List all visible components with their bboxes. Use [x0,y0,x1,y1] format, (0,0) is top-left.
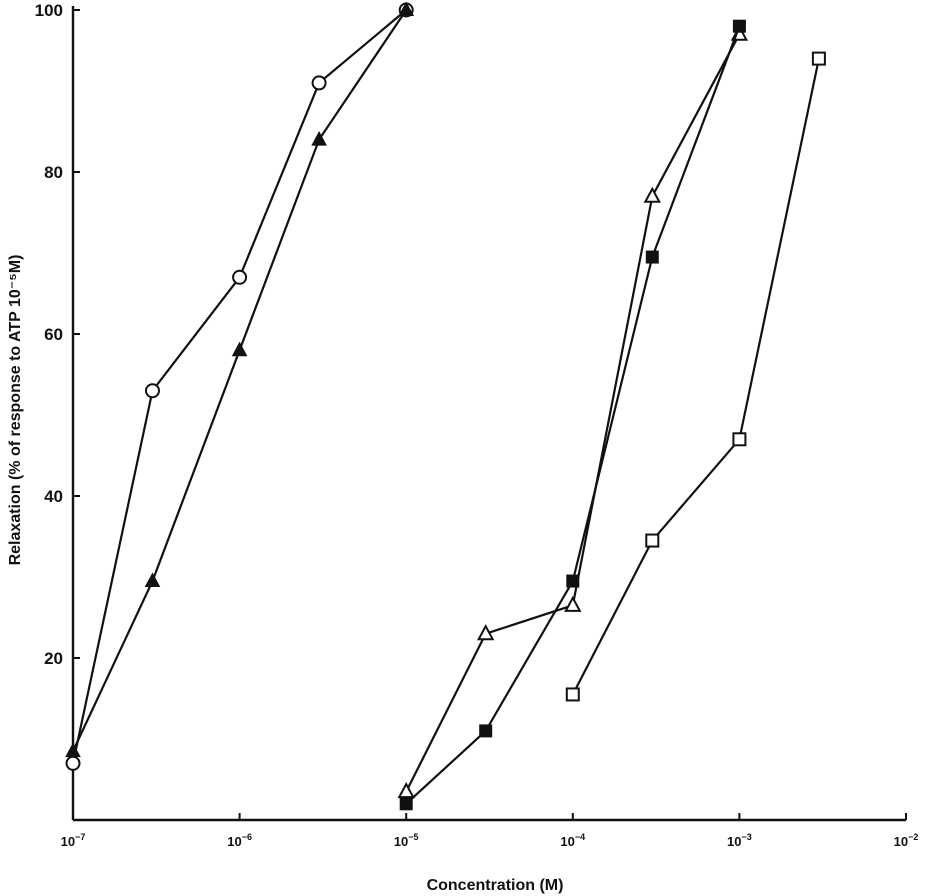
data-point-open-circle [232,269,248,285]
x-tick-label: 10−2 [894,832,919,849]
series-open-triangle [397,24,749,799]
data-point-filled-square [399,797,413,811]
y-tick-label: 100 [35,1,63,20]
series-line-open-circle [71,9,407,764]
data-point-filled-square [566,574,580,588]
y-tick-label: 80 [44,163,63,182]
x-tick-label: 10−3 [727,832,752,849]
data-point-filled-triangle [65,742,81,758]
data-point-open-circle [311,75,327,91]
data-point-filled-square [645,250,659,264]
series-filled-square [399,19,746,811]
data-point-open-square [565,687,580,702]
y-axis-label: Relaxation (% of response to ATP 10⁻⁵M) [7,255,24,566]
data-point-open-triangle [643,186,661,203]
data-point-open-square [811,51,826,66]
x-tick-label: 10−5 [394,832,419,849]
data-point-open-square [732,432,747,447]
x-axis-label: Concentration (M) [427,877,564,894]
data-point-filled-triangle [231,341,248,357]
series-line-filled-square [405,25,741,805]
data-point-open-triangle [564,595,582,612]
series-line-filled-triangle [72,9,408,752]
data-point-open-triangle [397,782,415,799]
series-filled-triangle [65,1,415,758]
series-layer [65,1,826,811]
data-point-filled-square [732,19,746,33]
series-open-square [565,51,826,702]
series-line-open-triangle [405,33,741,793]
data-point-open-circle [65,755,81,771]
data-point-filled-triangle [398,1,415,16]
x-tick-label: 10−6 [227,832,252,849]
ticks-layer: 20 40 60 80 100 10−7 10−6 10−5 10−4 10−3 10−2 [35,1,919,849]
series-line-open-square [571,58,820,695]
data-point-open-triangle [477,624,495,641]
y-tick-label: 40 [44,487,63,506]
x-tick-label: 10−4 [560,832,585,849]
data-point-filled-triangle [144,572,161,588]
data-point-filled-triangle [311,131,327,146]
data-point-filled-square [479,724,493,738]
y-tick-label: 20 [44,649,63,668]
y-tick-label: 60 [44,325,63,344]
data-point-open-square [645,533,660,548]
axes [71,6,906,822]
data-point-open-circle [144,383,160,399]
x-tick-label: 10−7 [61,832,86,849]
